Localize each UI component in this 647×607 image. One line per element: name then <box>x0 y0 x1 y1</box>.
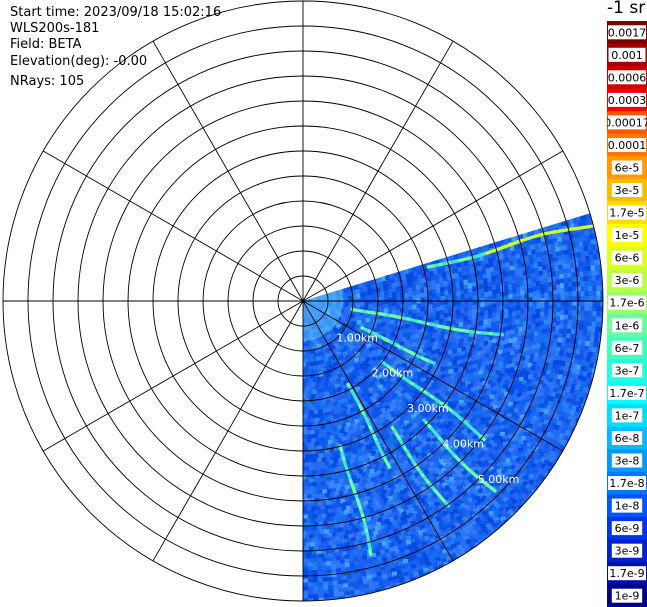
colorbar-label: 1.7e-5 <box>609 207 644 220</box>
range-label: 3.00km <box>407 402 449 415</box>
colorbar-label: 6e-7 <box>615 342 640 355</box>
radial-line <box>302 300 454 562</box>
colorbar-label: 1.7e-8 <box>609 477 644 490</box>
elevation-label: Elevation(deg): -0.00 <box>10 53 148 69</box>
colorbar-label: 1e-7 <box>615 409 640 422</box>
data-bins <box>303 213 603 601</box>
colorbar-label: 1e-5 <box>615 229 640 242</box>
radial-line <box>42 150 304 302</box>
colorbar-label: 1.7e-7 <box>609 387 644 400</box>
colorbar-label-bg <box>611 363 643 378</box>
colorbar-label-bg <box>608 115 646 130</box>
colorbar-label: 3e-6 <box>615 274 640 287</box>
radial-line <box>42 300 304 452</box>
start-time-label: Start time: 2023/09/18 15:02:16 <box>10 5 222 20</box>
colorbar-label: 3e-5 <box>615 184 640 197</box>
colorbar-label-bg <box>611 318 643 333</box>
plume-segment <box>489 486 498 494</box>
radial-line <box>302 300 564 452</box>
range-label: 2.00km <box>372 367 414 380</box>
colorbar-label-bg <box>608 92 646 107</box>
colorbar-label: 1.7e-6 <box>609 297 644 310</box>
plume-segment <box>428 359 437 366</box>
colorbar-label: 0.0017 <box>608 26 647 39</box>
colorbar-label: 0.0003 <box>608 94 647 107</box>
colorbar-label-bg <box>611 408 643 423</box>
colorbar-label-bg <box>608 476 646 490</box>
colorbar-label: 6e-8 <box>615 432 640 445</box>
nrays-label: NRays: 105 <box>10 73 85 89</box>
colorbar-label-bg <box>611 588 643 603</box>
instrument-label: WLS200s-181 <box>10 21 100 37</box>
range-label: 4.00km <box>442 437 484 450</box>
colorbar-label: 0.00017 <box>607 116 647 129</box>
plume-segment <box>368 548 373 556</box>
colorbar-label: 6e-9 <box>615 522 640 535</box>
colorbar-label: 1e-9 <box>615 590 640 603</box>
colorbar-label-bg <box>608 385 646 400</box>
colorbar-label-bg <box>608 70 646 85</box>
range-label: 5.00km <box>478 473 520 486</box>
colorbar-label-bg <box>608 566 646 581</box>
colorbar-label: 3e-7 <box>615 364 640 377</box>
plume-segment <box>585 224 594 229</box>
colorbar-label: 0.001 <box>611 49 643 62</box>
range-labels: 1.00km 2.00km 3.00km 4.00km 5.00km <box>336 331 519 485</box>
colorbar-label-bg <box>611 183 643 197</box>
colorbar-label: 1e-8 <box>615 500 640 513</box>
colorbar-label-bg <box>608 25 646 40</box>
colorbar-label-bg <box>611 340 643 355</box>
radial-line <box>302 40 454 302</box>
range-label: 1.00km <box>336 331 378 344</box>
colorbar-label: 3e-9 <box>615 545 640 558</box>
plumes <box>338 224 594 556</box>
colorbar-label-bg <box>611 228 643 243</box>
colorbar-label-bg <box>611 160 643 175</box>
colorbar-label: 3e-8 <box>615 455 640 468</box>
colorbar-label: 6e-5 <box>615 162 640 175</box>
polar-grid <box>2 0 604 602</box>
colorbar-label-bg <box>611 453 643 468</box>
colorbar-label: 1.7e-9 <box>609 567 644 580</box>
colorbar-label: 0.0006 <box>608 71 647 84</box>
colorbar-label-bg <box>611 543 643 558</box>
colorbar-label-bg <box>611 521 643 536</box>
colorbar-label-bg <box>611 431 643 445</box>
colorbar-label: 1e-6 <box>615 319 640 332</box>
colorbar-label: 6e-6 <box>615 252 640 265</box>
colorbar-units: -1 sr <box>607 0 646 18</box>
radial-line <box>302 150 564 302</box>
colorbar-label-bg <box>608 205 646 220</box>
run-info: Start time: 2023/09/18 15:02:16 WLS200s-… <box>10 5 221 90</box>
field-label: Field: BETA <box>10 37 82 53</box>
colorbar-label-bg <box>608 138 646 152</box>
colorbar-label-bg <box>608 47 646 62</box>
colorbar-label-bg <box>611 498 643 513</box>
radial-line <box>152 40 304 302</box>
colorbar-label: 0.0001 <box>608 139 647 152</box>
colorbar-label-bg <box>611 250 643 265</box>
colorbar-label-bg <box>608 295 646 310</box>
radial-line <box>152 300 304 562</box>
plume-segment <box>385 461 392 470</box>
colorbar-label-bg <box>611 273 643 288</box>
colorbar: 0.0017 0.001 0.0006 0.0003 0.00017 0.0001 6e-5… <box>607 21 647 607</box>
